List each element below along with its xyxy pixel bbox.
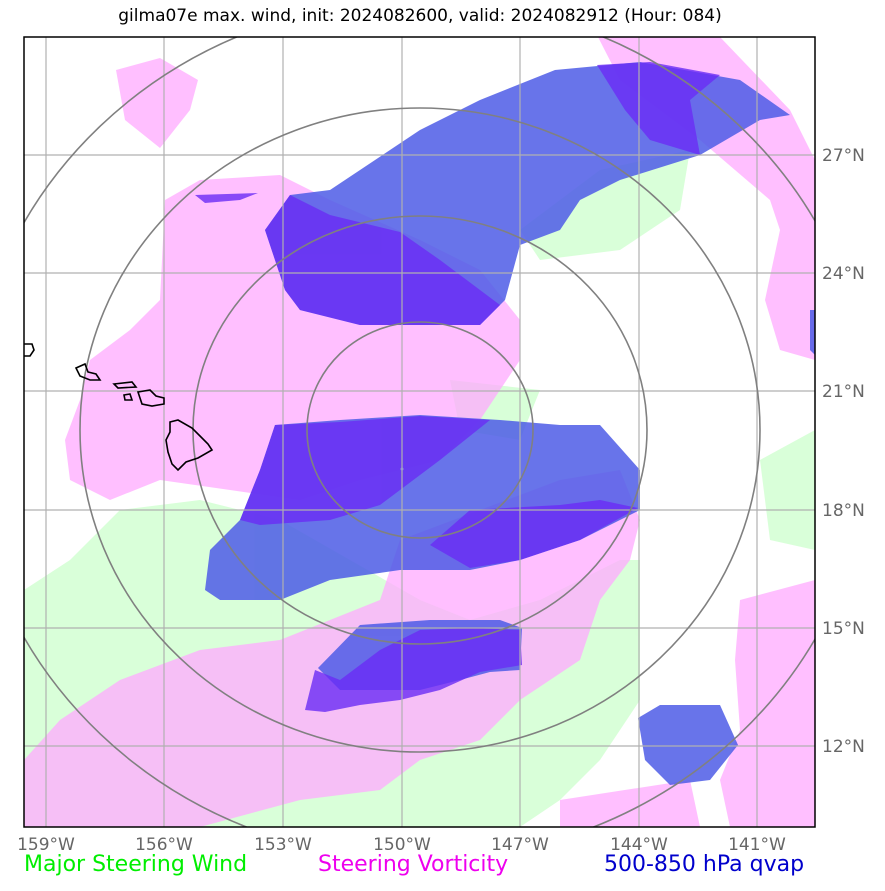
x-tick-label: 159°W [17, 835, 75, 855]
storm-center-marker [400, 467, 404, 471]
x-tick-label: 141°W [728, 835, 786, 855]
y-tick-label: 15°N [822, 619, 865, 639]
plot-frame [23, 36, 816, 828]
x-tick-label: 156°W [135, 835, 193, 855]
y-axis-labels: 27°N 24°N 21°N 18°N 15°N 12°N [822, 146, 865, 757]
qvap-dark-layer [195, 62, 720, 712]
y-tick-label: 21°N [822, 382, 865, 402]
x-axis-labels: 159°W 156°W 153°W 150°W 147°W 144°W 141°… [17, 835, 786, 855]
hawaii-coastline [24, 343, 214, 472]
legend-qvap: 500-850 hPa qvap [604, 852, 805, 877]
x-tick-label: 150°W [373, 835, 431, 855]
legend-steering-wind: Major Steering Wind [24, 852, 248, 877]
map-title: gilma07e max. wind, init: 2024082600, va… [118, 6, 722, 26]
y-tick-label: 12°N [822, 737, 865, 757]
graticule [24, 37, 815, 827]
y-tick-label: 24°N [822, 264, 865, 284]
y-tick-label: 18°N [822, 501, 865, 521]
y-tick-label: 27°N [822, 146, 865, 166]
x-tick-label: 153°W [254, 835, 312, 855]
x-tick-label: 144°W [610, 835, 668, 855]
legend-steering-vorticity: Steering Vorticity [318, 852, 509, 877]
x-tick-label: 147°W [491, 835, 549, 855]
